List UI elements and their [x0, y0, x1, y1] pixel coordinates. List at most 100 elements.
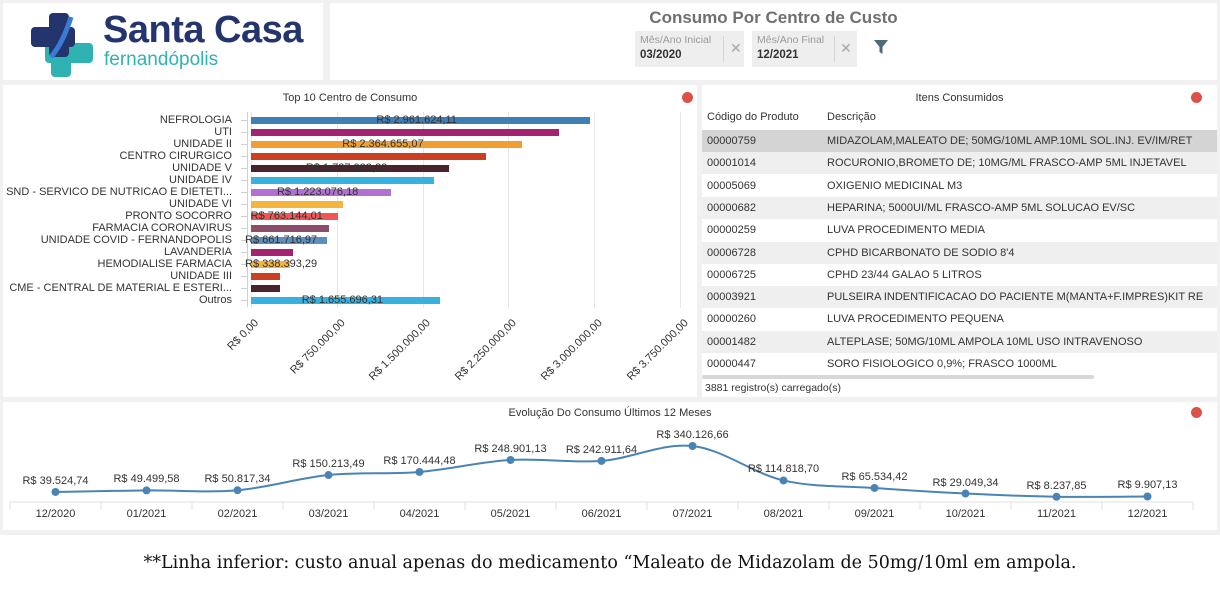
y-axis-tick: [241, 192, 248, 193]
bar-value-label: R$ 763.144,01: [250, 210, 323, 222]
bar-chart-title: Top 10 Centro de Consumo: [282, 92, 418, 104]
bar[interactable]: [251, 237, 327, 244]
y-axis-line: [247, 112, 248, 307]
end-date-label: Mês/Ano Final: [757, 34, 825, 46]
table-row[interactable]: 00005069 OXIGENIO MEDICINAL M3: [702, 175, 1217, 197]
point-value-label: R$ 150.213,49: [292, 458, 365, 471]
y-axis-tick: [241, 156, 248, 157]
product-code-cell: 00005069: [707, 179, 756, 192]
category-label: FARMACIA CORONAVIRUS: [92, 222, 232, 234]
close-icon[interactable]: ✕: [840, 40, 852, 56]
x-axis-tick-label: R$ 1.500.000,00: [367, 317, 434, 384]
data-point[interactable]: [688, 442, 697, 450]
point-value-label: R$ 340.126,66: [656, 429, 729, 441]
data-point[interactable]: [142, 486, 151, 495]
column-header-description[interactable]: Descrição: [827, 111, 876, 123]
bar-value-label: R$ 2.364.655,07: [342, 138, 424, 150]
bar[interactable]: [251, 129, 560, 136]
gridline: [508, 112, 510, 308]
data-point[interactable]: [324, 471, 333, 480]
gridline: [680, 112, 681, 308]
close-icon[interactable]: ✕: [730, 40, 742, 56]
filter-icon[interactable]: [873, 39, 889, 55]
dashboard-title: Consumo Por Centro de Custo: [649, 8, 898, 27]
bar[interactable]: [251, 201, 343, 208]
bar[interactable]: [251, 117, 590, 124]
start-date-filter[interactable]: Mês/Ano Inicial 03/2020 ✕: [635, 31, 744, 67]
data-point[interactable]: [506, 455, 515, 464]
records-loaded-count: 3881 registro(s) carregado(s): [705, 382, 841, 394]
bar[interactable]: [251, 273, 280, 280]
bar[interactable]: [251, 285, 280, 292]
product-code-cell: 00001482: [707, 335, 756, 348]
table-row[interactable]: 00000259 LUVA PROCEDIMENTO MEDIA: [702, 219, 1217, 241]
gridline: [594, 112, 596, 308]
table-row[interactable]: 00001482 ALTEPLASE; 50MG/10ML AMPOLA 10ML…: [702, 330, 1217, 353]
horizontal-scrollbar[interactable]: [702, 375, 1094, 379]
month-label: 01/2021: [126, 508, 167, 520]
bar[interactable]: [251, 189, 391, 196]
logo-panel: Santa Casa fernandópolis: [3, 3, 323, 80]
end-date-value[interactable]: 12/2021: [757, 49, 799, 61]
bar-value-label: R$ 1.655.696,31: [301, 294, 384, 306]
category-label: SND - SERVICO DE NUTRICAO E DIETETI...: [6, 186, 232, 198]
data-point[interactable]: [51, 487, 60, 496]
bar[interactable]: [251, 153, 486, 160]
status-dot-icon[interactable]: [682, 92, 693, 103]
column-header-code[interactable]: Código do Produto: [707, 111, 799, 123]
table-title: Itens Consumidos: [915, 92, 1004, 104]
bar[interactable]: [251, 225, 329, 232]
table-row[interactable]: 00000759 MIDAZOLAM,MALEATO DE; 50MG/10ML …: [702, 130, 1217, 152]
bar-value-label: R$ 661.716,97: [245, 234, 318, 246]
category-label: UNIDADE III: [170, 270, 232, 282]
y-axis-tick: [241, 180, 248, 181]
bar[interactable]: [251, 249, 293, 256]
product-code-cell: 00000260: [707, 313, 756, 326]
status-dot-icon[interactable]: [1191, 407, 1202, 418]
line-chart: [9, 442, 1194, 510]
bar[interactable]: [251, 165, 449, 172]
y-axis-tick: [241, 252, 248, 253]
table-row[interactable]: 00000682 HEPARINA; 5000UI/ML FRASCO-AMP 5…: [702, 196, 1217, 219]
point-value-label: R$ 248.901,13: [474, 442, 547, 455]
end-date-filter[interactable]: Mês/Ano Final 12/2021 ✕: [752, 31, 857, 67]
bar[interactable]: [251, 261, 290, 268]
table-row[interactable]: 00006725 CPHD 23/44 GALAO 5 LITROS: [702, 264, 1217, 286]
bar[interactable]: [251, 213, 339, 220]
logo-title: Santa Casa: [103, 9, 303, 51]
table-row[interactable]: 00001014 ROCURONIO,BROMETO DE; 10MG/ML FR…: [702, 152, 1217, 175]
gridline: [336, 112, 338, 308]
y-axis-tick: [241, 168, 248, 169]
bar[interactable]: [251, 141, 522, 148]
gridline: [422, 112, 424, 308]
x-axis-tick-label: R$ 2.250.000,00: [452, 317, 519, 384]
point-value-label: R$ 114.818,70: [747, 463, 820, 476]
table-row[interactable]: 00000447 SORO FISIOLOGICO 0,9%; FRASCO 10…: [702, 353, 1217, 375]
data-point[interactable]: [1143, 492, 1152, 501]
start-date-value[interactable]: 03/2020: [640, 49, 682, 61]
table-row[interactable]: 00000260 LUVA PROCEDIMENTO PEQUENA: [702, 308, 1217, 330]
bar[interactable]: [251, 297, 441, 304]
data-point[interactable]: [870, 483, 879, 492]
data-point[interactable]: [1052, 492, 1061, 501]
data-point[interactable]: [779, 476, 788, 485]
data-point[interactable]: [961, 489, 970, 498]
table-row[interactable]: 00003921 PULSEIRA INDENTIFICACAO DO PACIE…: [702, 286, 1217, 309]
data-point[interactable]: [597, 456, 606, 465]
table-row[interactable]: 00006728 CPHD BICARBONATO DE SODIO 8'4: [702, 241, 1217, 264]
data-point[interactable]: [233, 486, 242, 495]
bar-value-label: R$ 1.727.923,22: [305, 162, 388, 174]
month-label: 10/2021: [945, 508, 986, 520]
description-cell: CPHD 23/44 GALAO 5 LITROS: [827, 268, 982, 281]
product-code-cell: 00003921: [707, 291, 756, 304]
status-dot-icon[interactable]: [1191, 92, 1202, 103]
product-code-cell: 00000259: [707, 224, 756, 237]
category-label: PRONTO SOCORRO: [125, 210, 232, 222]
bar[interactable]: [251, 177, 434, 184]
x-axis-tick-label: R$ 750.000,00: [287, 317, 348, 377]
data-point[interactable]: [415, 467, 424, 476]
footnote: **Linha inferior: custo anual apenas do …: [143, 553, 1077, 573]
product-code-cell: 00000759: [707, 135, 756, 147]
month-label: 04/2021: [399, 508, 440, 520]
product-code-cell: 00006728: [707, 246, 756, 259]
